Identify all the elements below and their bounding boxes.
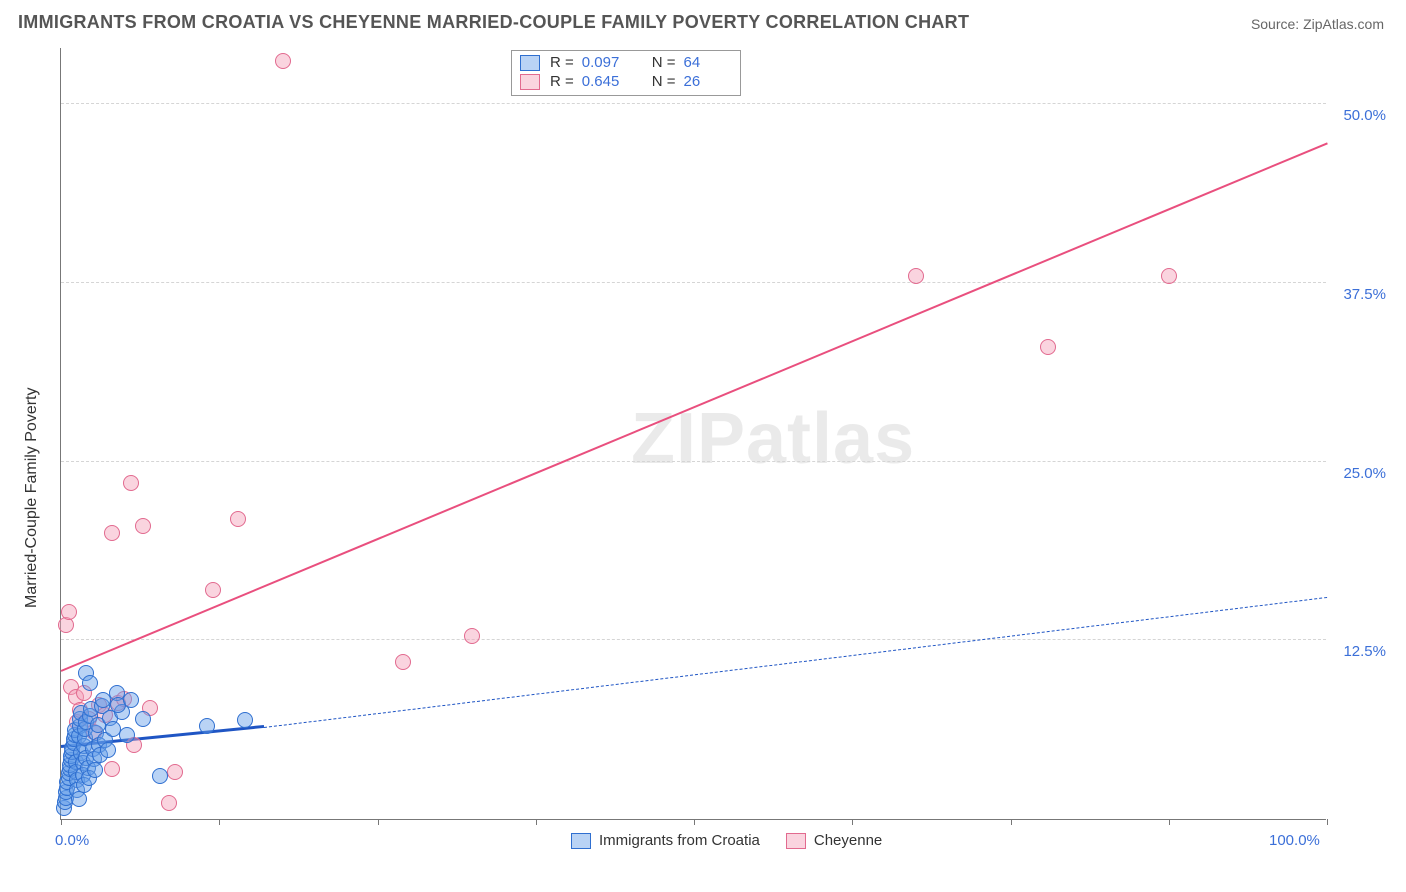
n-label: N = [652,73,676,90]
data-point [230,511,246,527]
x-tick [852,819,853,825]
data-point [908,268,924,284]
correlation-chart: IMMIGRANTS FROM CROATIA VS CHEYENNE MARR… [0,0,1406,892]
gridline [61,282,1326,283]
x-tick [1327,819,1328,825]
data-point [123,475,139,491]
stat-legend: R = 0.097 N = 64 R = 0.645 N = 26 [511,50,741,96]
x-tick [378,819,379,825]
data-point [205,582,221,598]
y-tick-label: 25.0% [1332,465,1386,482]
data-point [71,791,87,807]
y-tick-label: 37.5% [1332,286,1386,303]
data-point [464,628,480,644]
r-value: 0.645 [582,73,630,90]
n-label: N = [652,54,676,71]
data-point [152,768,168,784]
y-axis-label: Married-Couple Family Poverty [23,387,41,608]
x-tick [219,819,220,825]
x-tick [1011,819,1012,825]
trend-line [61,142,1328,671]
r-label: R = [550,73,574,90]
data-point [1161,268,1177,284]
data-point [1040,339,1056,355]
x-tick [1169,819,1170,825]
n-value: 64 [684,54,732,71]
data-point [275,53,291,69]
data-point [104,761,120,777]
legend-swatch [520,55,540,71]
y-tick-label: 50.0% [1332,107,1386,124]
data-point [61,604,77,620]
legend-label: Immigrants from Croatia [599,832,760,849]
data-point [82,675,98,691]
watermark: ZIPatlas [631,398,915,480]
source-label: Source: ZipAtlas.com [1251,16,1384,32]
data-point [161,795,177,811]
legend-label: Cheyenne [814,832,882,849]
chart-title: IMMIGRANTS FROM CROATIA VS CHEYENNE MARR… [18,12,969,33]
legend-swatch [786,833,806,849]
r-label: R = [550,54,574,71]
r-value: 0.097 [582,54,630,71]
data-point [167,764,183,780]
stat-legend-row: R = 0.097 N = 64 [520,53,732,72]
gridline [61,639,1326,640]
data-point [100,742,116,758]
x-tick [536,819,537,825]
trend-line [263,596,1327,727]
legend-item: Immigrants from Croatia [571,832,760,849]
legend-swatch [571,833,591,849]
data-point [104,525,120,541]
data-point [199,718,215,734]
data-point [119,727,135,743]
series-legend: Immigrants from Croatia Cheyenne [571,832,882,849]
x-tick-label: 0.0% [55,832,89,849]
y-tick-label: 12.5% [1332,643,1386,660]
stat-legend-row: R = 0.645 N = 26 [520,72,732,91]
data-point [123,692,139,708]
x-tick-label: 100.0% [1269,832,1320,849]
x-tick [61,819,62,825]
data-point [87,762,103,778]
legend-swatch [520,74,540,90]
data-point [237,712,253,728]
x-tick [694,819,695,825]
gridline [61,461,1326,462]
plot-area: ZIPatlas R =0.097N =64R =0.645N =26 Immi… [60,48,1326,820]
data-point [135,518,151,534]
data-point [395,654,411,670]
gridline [61,103,1326,104]
data-point [135,711,151,727]
n-value: 26 [684,73,732,90]
legend-item: Cheyenne [786,832,882,849]
